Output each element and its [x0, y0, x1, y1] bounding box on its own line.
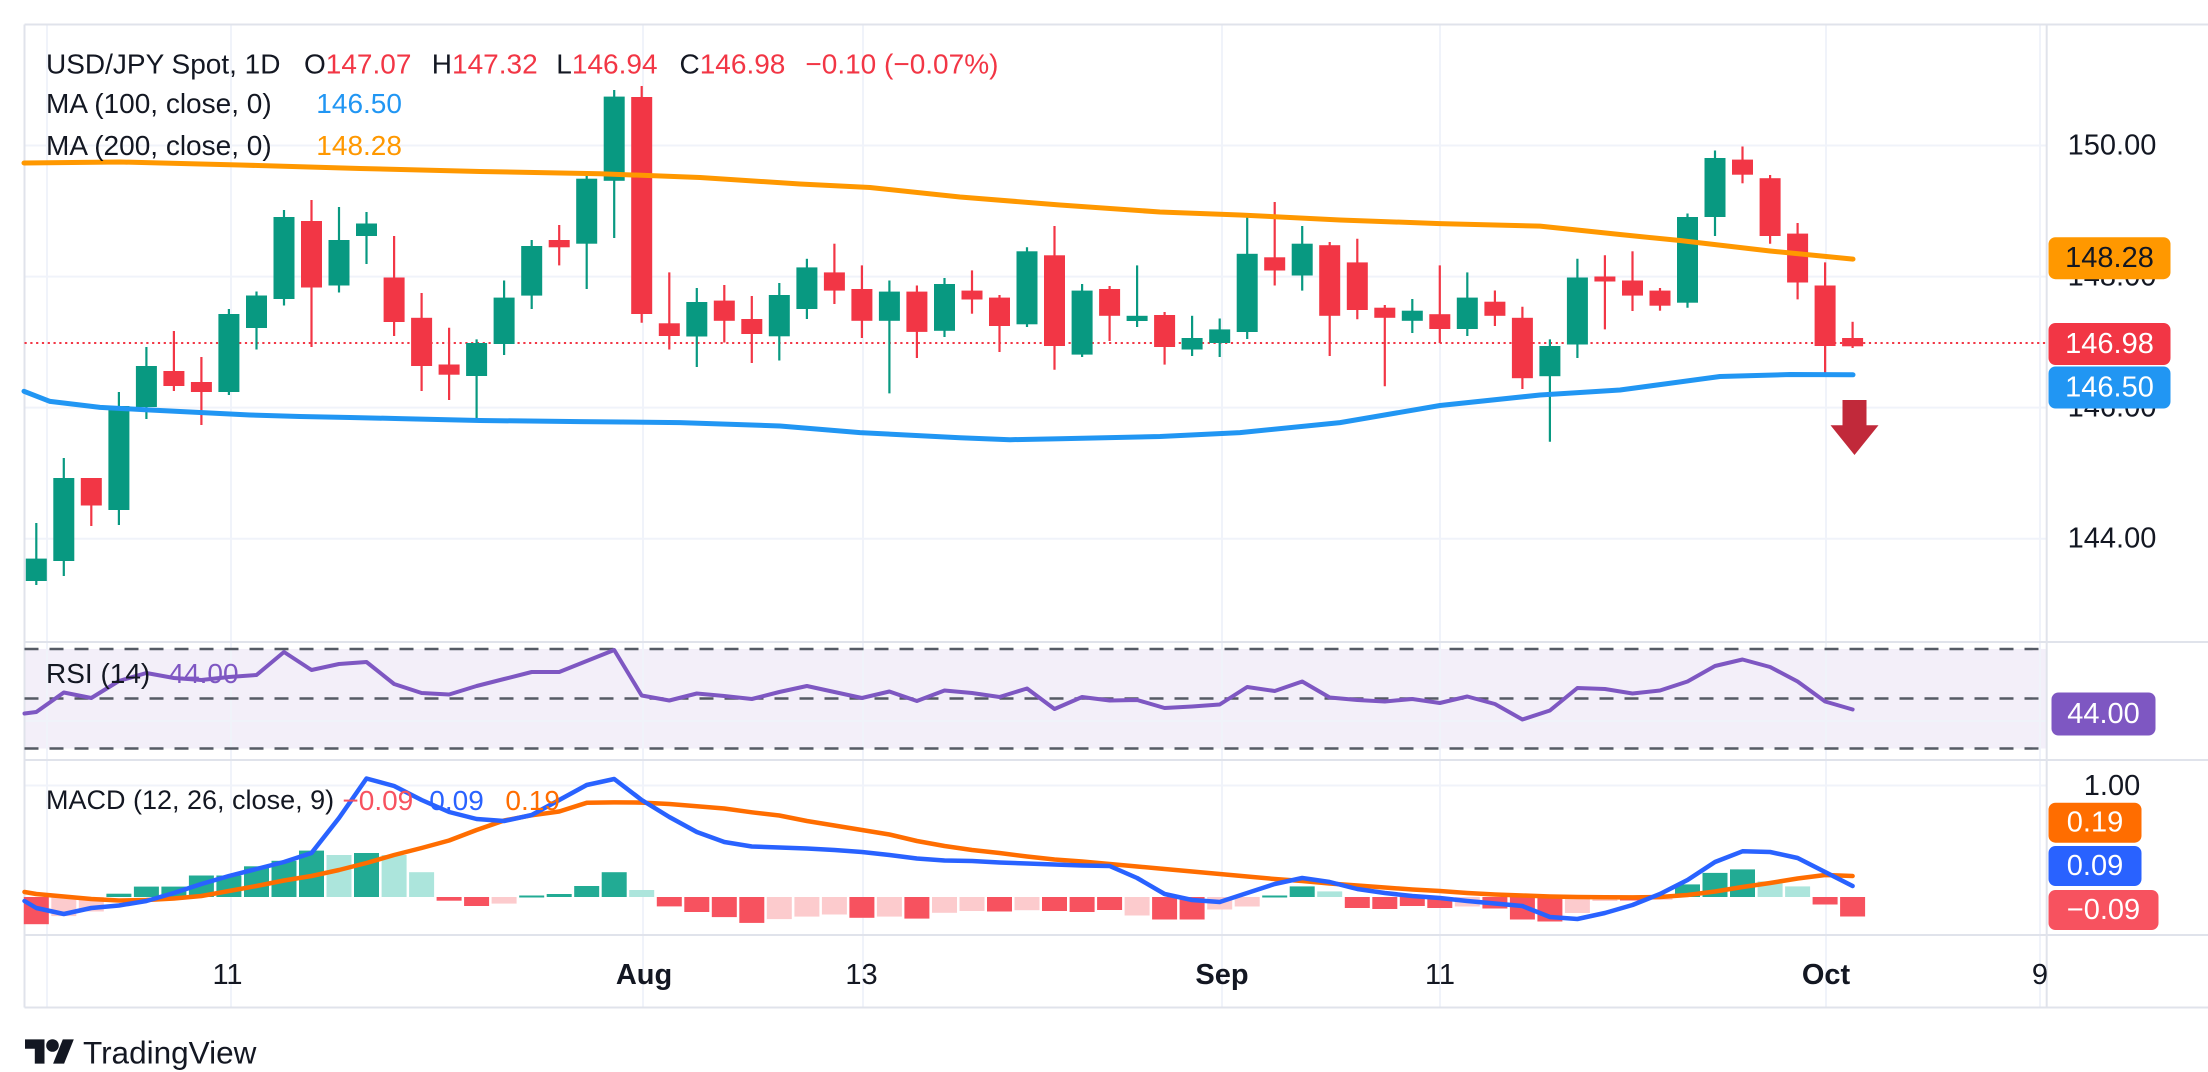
svg-text:0.19: 0.19 — [505, 785, 560, 816]
svg-text:44.00: 44.00 — [169, 658, 239, 689]
svg-text:−0.09: −0.09 — [342, 785, 413, 816]
svg-text:RSI (14): RSI (14) — [46, 658, 150, 689]
svg-text:9: 9 — [2032, 959, 2048, 991]
svg-text:O147.07: O147.07 — [304, 48, 411, 79]
svg-text:11: 11 — [212, 959, 242, 991]
svg-text:MA (200, close, 0): MA (200, close, 0) — [46, 130, 272, 161]
svg-text:44.00: 44.00 — [2067, 698, 2140, 730]
svg-text:Aug: Aug — [616, 959, 672, 991]
svg-text:Oct: Oct — [1802, 959, 1851, 991]
svg-text:Sep: Sep — [1195, 959, 1248, 991]
svg-text:C146.98: C146.98 — [680, 48, 786, 79]
svg-text:TradingView: TradingView — [83, 1035, 257, 1071]
svg-text:USD/JPY Spot, 1D: USD/JPY Spot, 1D — [46, 48, 280, 79]
svg-text:0.19: 0.19 — [2067, 807, 2123, 839]
svg-text:0.09: 0.09 — [429, 785, 484, 816]
svg-text:−0.10 (−0.07%): −0.10 (−0.07%) — [805, 48, 998, 79]
svg-text:146.50: 146.50 — [2065, 372, 2154, 404]
svg-text:0.09: 0.09 — [2067, 850, 2123, 882]
svg-text:13: 13 — [845, 959, 877, 991]
svg-text:MA (100, close, 0): MA (100, close, 0) — [46, 88, 272, 119]
svg-text:L146.94: L146.94 — [556, 48, 657, 79]
svg-text:148.28: 148.28 — [2065, 242, 2154, 274]
svg-text:H147.32: H147.32 — [432, 48, 538, 79]
svg-text:1.00: 1.00 — [2084, 770, 2140, 802]
svg-text:144.00: 144.00 — [2068, 523, 2157, 555]
svg-text:150.00: 150.00 — [2068, 130, 2157, 162]
svg-text:MACD (12, 26, close, 9): MACD (12, 26, close, 9) — [46, 785, 334, 815]
svg-text:146.98: 146.98 — [2065, 328, 2154, 360]
svg-text:−0.09: −0.09 — [2067, 894, 2140, 926]
svg-text:11: 11 — [1425, 959, 1455, 991]
svg-text:146.50: 146.50 — [316, 88, 402, 119]
svg-text:148.28: 148.28 — [316, 130, 402, 161]
